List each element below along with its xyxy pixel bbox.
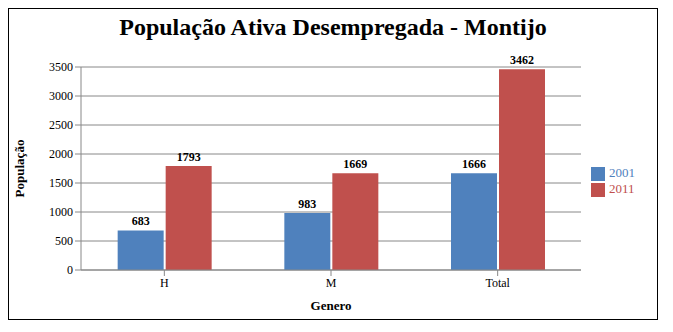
html-text:População Ativa Desempregada -: População Ativa Desempregada - Montijo <box>119 14 547 40</box>
svg-text:683: 683 <box>132 214 150 228</box>
svg-text:1669: 1669 <box>343 157 367 171</box>
svg-text:0: 0 <box>67 263 73 277</box>
svg-text:1500: 1500 <box>49 176 73 190</box>
svg-text:3000: 3000 <box>49 89 73 103</box>
html-text:2001: 2001 <box>609 165 635 180</box>
svg-text:3500: 3500 <box>49 60 73 74</box>
svg-text:983: 983 <box>298 197 316 211</box>
svg-text:População: População <box>12 140 27 198</box>
svg-text:1666: 1666 <box>462 157 486 171</box>
svg-text:2500: 2500 <box>49 118 73 132</box>
svg-text:500: 500 <box>55 234 73 248</box>
svg-text:3462: 3462 <box>510 53 534 67</box>
html-text:2011: 2011 <box>609 181 635 196</box>
svg-text:1793: 1793 <box>177 150 201 164</box>
svg-text:Total: Total <box>485 276 510 290</box>
svg-text:H: H <box>160 276 169 290</box>
svg-text:M: M <box>326 276 337 290</box>
svg-text:1000: 1000 <box>49 205 73 219</box>
svg-text:2000: 2000 <box>49 147 73 161</box>
svg-text:Genero: Genero <box>311 298 352 313</box>
